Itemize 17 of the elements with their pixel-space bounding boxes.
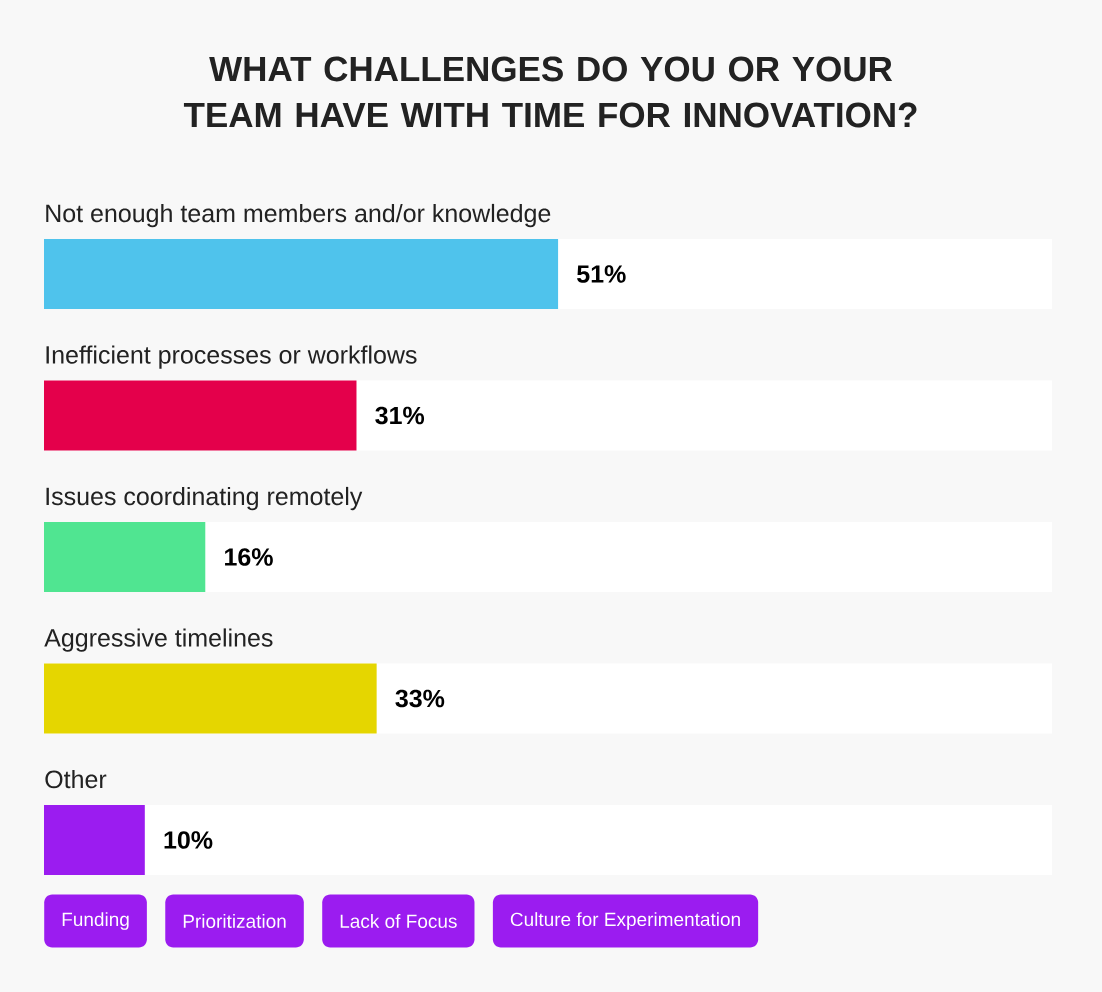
y-tick-label: Aggressive timelines xyxy=(44,628,273,652)
text: Culture for Experimentation xyxy=(510,912,740,930)
data-label: 16% xyxy=(225,548,273,566)
data-label: 10% xyxy=(164,831,213,849)
chart-title: WHAT CHALLENGES DO YOU OR YOUR TEAM HAVE WITH TIME FOR INNOVATION? xyxy=(183,56,917,128)
text: Funding xyxy=(62,912,129,930)
text: Lack of Focus xyxy=(340,914,457,928)
data-label: 51% xyxy=(577,265,626,283)
data-label: 33% xyxy=(395,689,445,708)
data-label: 31% xyxy=(375,406,425,425)
bar xyxy=(44,522,206,593)
y-tick-label: Not enough team members and/or knowledge xyxy=(46,203,551,228)
text: Prioritization xyxy=(183,914,286,928)
y-tick-label: Other xyxy=(45,769,107,789)
y-tick-label: Inefficient processes or workflows xyxy=(46,345,417,369)
bar xyxy=(44,805,145,875)
y-tick-label: Issues coordinating remotely xyxy=(46,486,363,511)
